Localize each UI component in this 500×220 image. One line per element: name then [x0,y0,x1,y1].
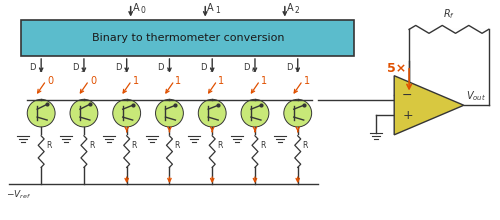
Text: 3: 3 [124,68,128,73]
Text: 1: 1 [261,76,267,86]
Text: 1: 1 [38,68,42,73]
Text: $-V_{ref}$: $-V_{ref}$ [6,189,32,201]
Text: R: R [174,141,180,150]
Circle shape [113,99,140,127]
Text: D: D [200,63,207,72]
Text: +: + [402,109,413,122]
Text: D: D [72,63,78,72]
Text: 6: 6 [252,68,256,73]
Text: $R_f$: $R_f$ [443,8,455,22]
Text: 2: 2 [295,6,300,15]
Text: A: A [287,3,294,13]
Text: D: D [286,63,292,72]
Text: 0: 0 [90,76,96,86]
Circle shape [241,99,269,127]
Circle shape [156,99,184,127]
Circle shape [70,99,98,127]
Text: A: A [207,3,214,13]
Text: R: R [217,141,222,150]
Text: R: R [260,141,266,150]
Text: 5: 5 [209,68,213,73]
FancyBboxPatch shape [22,20,354,56]
Text: D: D [158,63,164,72]
Text: $V_{out}$: $V_{out}$ [466,90,485,103]
Text: 0: 0 [47,76,54,86]
Text: 7: 7 [295,68,299,73]
Circle shape [284,99,312,127]
Text: 5×: 5× [387,62,406,75]
Text: 4: 4 [166,68,170,73]
Text: D: D [115,63,121,72]
Text: R: R [46,141,52,150]
Text: 1: 1 [215,6,220,15]
Text: 1: 1 [218,76,224,86]
Text: D: D [243,63,250,72]
Polygon shape [394,76,464,135]
Text: 1: 1 [132,76,139,86]
Text: R: R [302,141,308,150]
Text: R: R [132,141,137,150]
Text: 1: 1 [176,76,182,86]
Text: 2: 2 [81,68,85,73]
Circle shape [27,99,55,127]
Circle shape [198,99,226,127]
Text: R: R [89,141,94,150]
Text: Binary to thermometer conversion: Binary to thermometer conversion [92,33,284,43]
Text: 1: 1 [304,76,310,86]
Text: 0: 0 [140,6,145,15]
Text: A: A [132,3,140,13]
Text: −: − [402,89,412,102]
Text: D: D [29,63,35,72]
